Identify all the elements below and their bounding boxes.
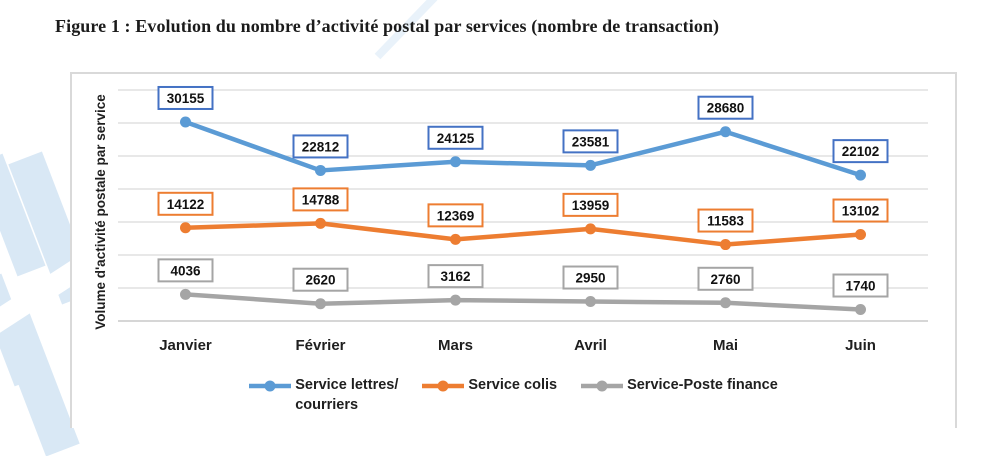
data-label-value: 23581 [572, 134, 610, 149]
data-point[interactable] [855, 229, 866, 241]
x-axis-labels: Janvier Février Mars Avril Mai Juin [159, 337, 876, 354]
data-point[interactable] [585, 223, 596, 235]
data-label-box [427, 264, 484, 289]
data-point[interactable] [855, 169, 866, 181]
y-axis-title: Volume d'activité postale par service [93, 94, 108, 330]
data-label-value: 13102 [842, 204, 880, 219]
series-line [183, 119, 863, 178]
data-label-value: 4036 [170, 263, 201, 278]
data-label-value: 14122 [167, 197, 205, 212]
data-label-value: 22812 [302, 139, 340, 154]
data-label-value: 2620 [305, 273, 335, 288]
data-label-value: 11583 [707, 214, 744, 229]
data-label-value: 12369 [437, 208, 475, 223]
legend-item-service-colis[interactable]: Service colis [422, 376, 557, 396]
legend-item-service-poste-finance[interactable]: Service-Poste finance [581, 376, 778, 396]
figure-title: Figure 1 : Evolution du nombre d’activit… [55, 16, 720, 36]
legend-item-service-lettres-courriers[interactable]: Service lettres/ courriers [249, 376, 398, 415]
data-label-box [292, 267, 349, 292]
series-line [183, 221, 863, 247]
data-label-box [562, 265, 619, 290]
legend-label: Service-Poste finance [627, 377, 778, 393]
series-service-poste-finance [180, 288, 866, 316]
data-point[interactable] [315, 164, 326, 176]
data-label-value: 22102 [842, 144, 880, 159]
data-label-box [157, 191, 214, 216]
data-point[interactable] [450, 294, 461, 306]
chart-legend: Service lettres/ courriers Service colis… [72, 376, 955, 415]
series-service-colis [180, 217, 866, 251]
x-axis-label: Février [295, 337, 345, 354]
data-point[interactable] [180, 116, 191, 128]
chart-area: Volume d'activité postale par service Jan… [70, 72, 957, 428]
data-label-value: 14788 [302, 192, 340, 207]
line-chart: Volume d'activité postale par service Jan… [93, 85, 928, 354]
data-label-box [292, 187, 349, 212]
legend-marker-line-dot-icon [422, 380, 465, 392]
data-point[interactable] [450, 156, 461, 168]
data-labels-service-poste-finance: 4036 2620 3162 2950 2760 1740 [157, 258, 889, 298]
data-label-value: 28680 [707, 101, 745, 116]
data-label-box [562, 129, 619, 154]
series-line [183, 292, 863, 312]
data-point[interactable] [720, 239, 731, 251]
data-point[interactable] [315, 298, 326, 310]
data-point[interactable] [585, 296, 596, 308]
data-label-box [832, 139, 889, 164]
data-labels-service-lettres-courriers: 30155 22812 24125 23581 28680 22102 [157, 85, 889, 164]
data-label-value: 24125 [437, 131, 475, 146]
data-label-box [697, 266, 754, 291]
data-label-box [562, 192, 619, 217]
x-axis-label: Mars [438, 337, 473, 354]
data-label-box [427, 125, 484, 150]
x-axis-label: Juin [845, 337, 876, 354]
x-axis-label: Janvier [159, 337, 212, 354]
data-label-box [157, 258, 214, 283]
data-label-value: 2760 [710, 272, 740, 287]
data-point[interactable] [450, 233, 461, 245]
series-service-lettres-courriers [180, 116, 866, 181]
data-point[interactable] [315, 217, 326, 229]
data-point[interactable] [720, 126, 731, 138]
data-point[interactable] [180, 288, 191, 300]
data-label-box [832, 273, 889, 298]
data-label-value: 3162 [440, 269, 470, 284]
data-label-box [697, 95, 754, 120]
x-axis-label: Avril [574, 337, 607, 354]
legend-label: Service lettres/ courriers [295, 377, 399, 413]
legend-marker-line-dot-icon [249, 380, 292, 392]
gridlines [118, 89, 928, 322]
data-label-value: 1740 [845, 279, 875, 294]
data-point[interactable] [855, 304, 866, 316]
data-label-box [292, 134, 349, 159]
data-label-box [832, 198, 889, 223]
legend-marker-line-dot-icon [581, 380, 624, 392]
legend-label: Service colis [468, 377, 558, 393]
data-label-box [697, 208, 754, 233]
data-label-box [427, 203, 484, 228]
data-label-box [157, 85, 214, 110]
data-labels-service-colis: 14122 14788 12369 13959 11583 13102 [157, 187, 889, 233]
data-label-value: 13959 [572, 198, 610, 213]
data-point[interactable] [180, 222, 191, 234]
data-label-value: 30155 [167, 91, 205, 106]
data-label-value: 2950 [575, 271, 605, 286]
data-point[interactable] [585, 159, 596, 171]
data-point[interactable] [720, 297, 731, 309]
x-axis-label: Mai [713, 337, 738, 354]
